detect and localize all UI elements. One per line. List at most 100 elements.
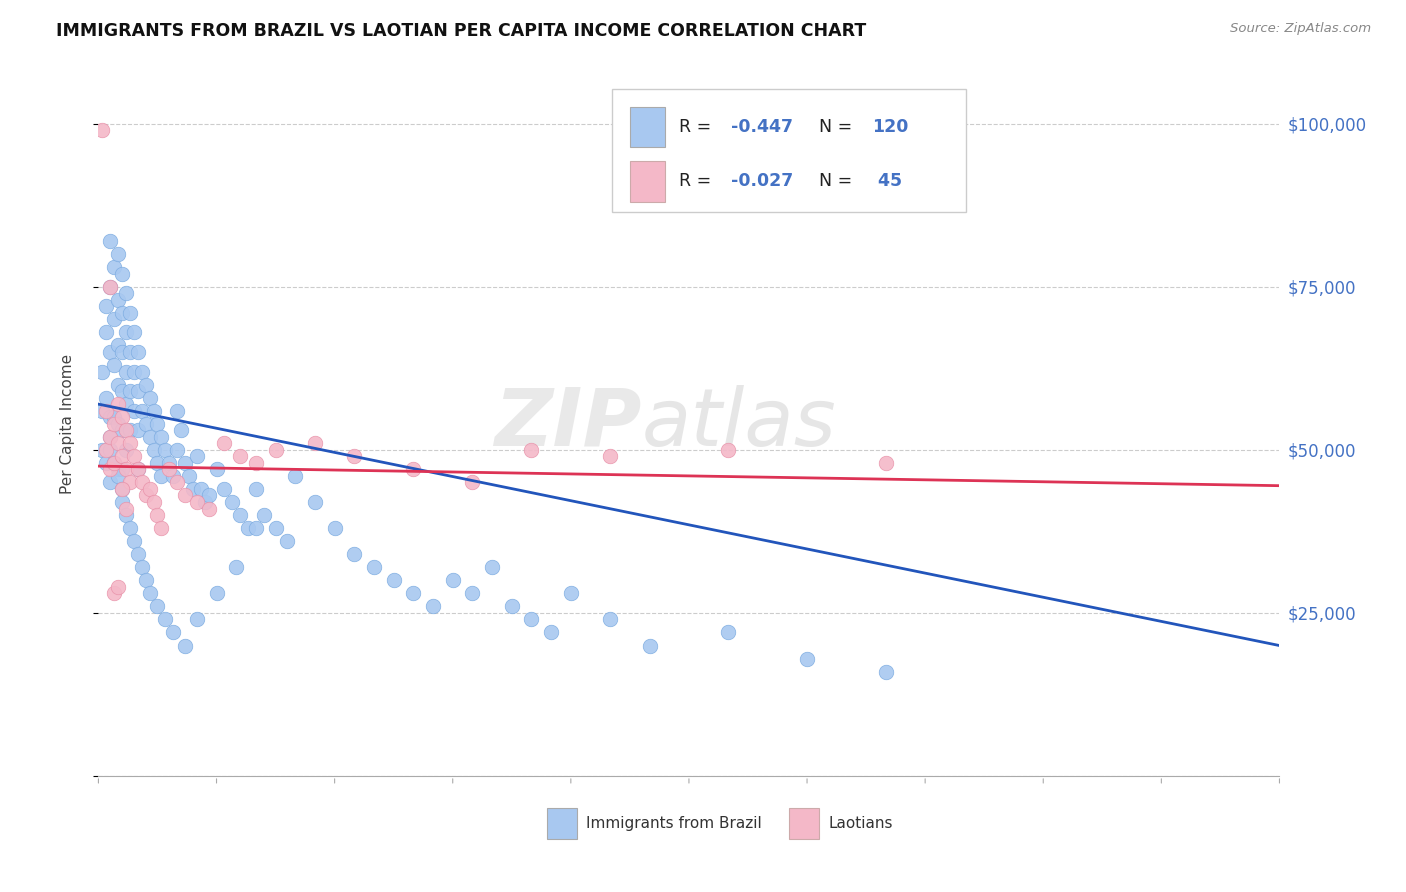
Point — [115, 442, 138, 457]
Point — [150, 469, 173, 483]
Point — [111, 267, 134, 281]
Point — [96, 326, 118, 340]
Point — [91, 123, 114, 137]
Point — [186, 495, 208, 509]
Point — [98, 279, 121, 293]
Point — [127, 384, 149, 398]
Bar — [630, 161, 665, 202]
Point — [91, 364, 114, 378]
Bar — [789, 808, 818, 839]
Point — [122, 403, 145, 417]
Point — [115, 508, 138, 522]
Point — [111, 384, 134, 398]
Point — [98, 234, 121, 248]
Point — [103, 456, 125, 470]
Point — [96, 299, 118, 313]
Point — [461, 586, 484, 600]
Point — [111, 410, 134, 425]
Text: IMMIGRANTS FROM BRAZIL VS LAOTIAN PER CAPITA INCOME CORRELATION CHART: IMMIGRANTS FROM BRAZIL VS LAOTIAN PER CA… — [56, 22, 866, 40]
Point — [599, 612, 621, 626]
Point — [174, 639, 197, 653]
Point — [111, 482, 134, 496]
Text: R =: R = — [679, 172, 717, 190]
Text: -0.027: -0.027 — [731, 172, 794, 190]
Point — [115, 286, 138, 301]
Point — [103, 456, 125, 470]
Point — [501, 599, 523, 614]
Point — [103, 312, 125, 326]
Point — [103, 456, 125, 470]
Point — [91, 403, 114, 417]
Point — [717, 625, 740, 640]
Point — [214, 482, 236, 496]
Point — [96, 403, 118, 417]
Point — [96, 442, 118, 457]
Point — [115, 423, 138, 437]
Point — [131, 364, 153, 378]
Point — [115, 364, 138, 378]
Text: 45: 45 — [872, 172, 903, 190]
Point — [107, 469, 129, 483]
Point — [98, 410, 121, 425]
Point — [343, 547, 366, 561]
Point — [127, 345, 149, 359]
Point — [170, 423, 193, 437]
Point — [142, 442, 165, 457]
Point — [276, 534, 298, 549]
Point — [115, 326, 138, 340]
Point — [138, 586, 160, 600]
Point — [146, 456, 169, 470]
Point — [146, 599, 169, 614]
Point — [186, 612, 208, 626]
Point — [107, 293, 129, 307]
Point — [461, 475, 484, 490]
Point — [481, 560, 503, 574]
Point — [111, 306, 134, 320]
Point — [214, 436, 236, 450]
Point — [107, 462, 129, 476]
Point — [875, 665, 897, 679]
Text: 120: 120 — [872, 118, 908, 136]
Point — [115, 501, 138, 516]
Point — [111, 482, 134, 496]
Point — [162, 625, 184, 640]
Point — [103, 417, 125, 431]
Point — [221, 495, 243, 509]
Point — [402, 462, 425, 476]
Point — [118, 475, 141, 490]
Point — [166, 442, 188, 457]
Point — [304, 495, 326, 509]
Text: -0.447: -0.447 — [731, 118, 793, 136]
Point — [162, 469, 184, 483]
Point — [115, 397, 138, 411]
Point — [520, 612, 543, 626]
Point — [107, 397, 129, 411]
Point — [127, 462, 149, 476]
Point — [225, 560, 247, 574]
Point — [138, 482, 160, 496]
Point — [127, 462, 149, 476]
Point — [190, 482, 212, 496]
Point — [422, 599, 444, 614]
Point — [382, 574, 405, 588]
Point — [142, 495, 165, 509]
Point — [155, 612, 177, 626]
Point — [122, 326, 145, 340]
Point — [441, 574, 464, 588]
Point — [103, 260, 125, 274]
Point — [638, 639, 661, 653]
Point — [103, 358, 125, 372]
Point — [150, 430, 173, 444]
Point — [323, 521, 346, 535]
Point — [131, 475, 153, 490]
Point — [111, 423, 134, 437]
Point — [181, 482, 204, 496]
Point — [343, 450, 366, 464]
Point — [150, 521, 173, 535]
Point — [138, 391, 160, 405]
Point — [264, 521, 287, 535]
Point — [796, 651, 818, 665]
Point — [98, 279, 121, 293]
Point — [98, 345, 121, 359]
Point — [253, 508, 276, 522]
